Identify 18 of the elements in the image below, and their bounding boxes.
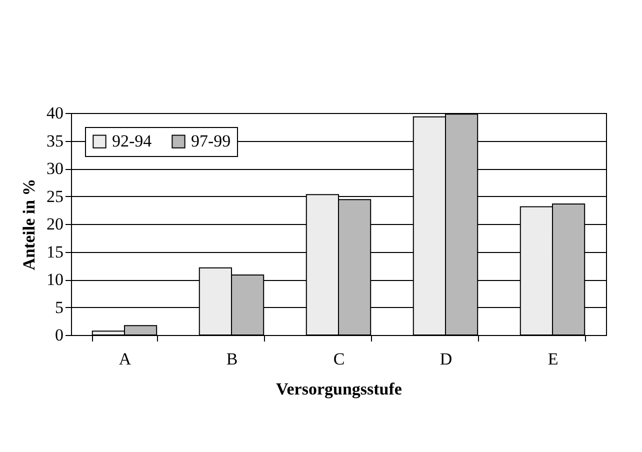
y-tick-label: 20	[46, 214, 64, 234]
y-tick-label: 30	[46, 159, 64, 178]
y-tick-label: 35	[46, 131, 64, 150]
x-tick-label: C	[333, 350, 345, 368]
x-tick-label: B	[226, 350, 238, 368]
y-tick-label: 10	[46, 270, 64, 289]
x-tick-label: D	[440, 350, 452, 368]
y-axis-title: Anteile in %	[20, 178, 38, 270]
y-tick-label: 25	[46, 186, 64, 206]
x-axis-title: Versorgungsstufe	[276, 380, 402, 398]
x-tick-label: A	[118, 350, 132, 368]
y-tick-label: 5	[55, 298, 64, 317]
y-tick-label: 40	[46, 104, 64, 122]
x-tick-label: E	[548, 350, 558, 368]
legend-label: 92-94	[112, 132, 152, 151]
y-tick-label: 15	[46, 242, 64, 262]
y-tick-label: 0	[55, 326, 64, 344]
legend-label: 97-99	[191, 132, 231, 151]
